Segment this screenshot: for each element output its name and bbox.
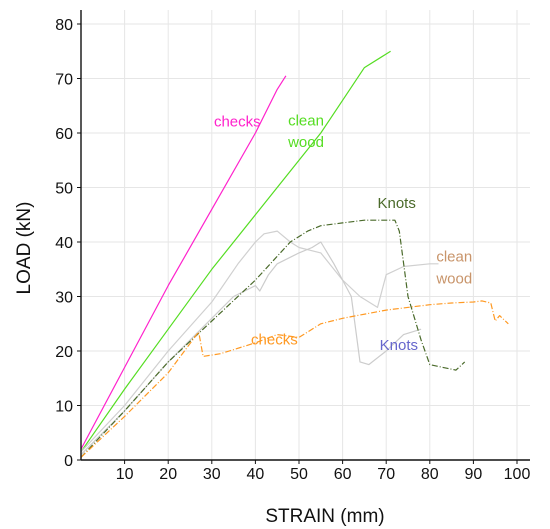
annotation-label: checks — [251, 331, 298, 348]
y-tick-label: 70 — [55, 72, 73, 89]
series-line-3 — [80, 230, 439, 453]
y-tick-label: 50 — [55, 181, 73, 198]
annotation-label: Knots — [380, 337, 418, 354]
annotation-label: Knots — [377, 195, 415, 212]
x-tick-label: 80 — [421, 466, 439, 483]
x-tick-label: 10 — [116, 466, 134, 483]
y-axis-title: LOAD (kN) — [14, 202, 35, 295]
series-line-4 — [80, 241, 422, 456]
y-tick-label: 10 — [55, 399, 73, 416]
y-tick-labels: 0 10 20 30 40 50 60 70 80 — [55, 17, 81, 470]
x-tick-label: 60 — [334, 466, 352, 483]
x-tick-label: 20 — [159, 466, 177, 483]
series-line-6 — [80, 300, 509, 458]
grid-lines — [81, 10, 530, 460]
y-tick-label: 60 — [55, 126, 73, 143]
axes — [80, 10, 530, 461]
series-line-2 — [80, 50, 391, 453]
annotation-label: wood — [287, 134, 324, 151]
x-tick-labels: 10 20 30 40 50 60 70 80 90 100 — [116, 460, 531, 483]
y-tick-label: 40 — [55, 235, 73, 252]
annotation-label: checks — [214, 113, 261, 130]
x-tick-label: 70 — [377, 466, 395, 483]
annotations: checks clean wood Knots clean wood checks Knots — [214, 112, 472, 354]
series-line-1 — [80, 75, 287, 450]
y-tick-label: 0 — [64, 453, 73, 470]
x-tick-label: 40 — [247, 466, 265, 483]
x-tick-label: 30 — [203, 466, 221, 483]
x-axis-title: STRAIN (mm) — [265, 506, 384, 527]
y-tick-label: 80 — [55, 17, 73, 34]
y-tick-label: 30 — [55, 290, 73, 307]
x-tick-label: 90 — [465, 466, 483, 483]
x-tick-label: 100 — [504, 466, 531, 483]
x-tick-label: 50 — [290, 466, 308, 483]
annotation-label: clean — [436, 249, 472, 266]
series-line-5 — [80, 219, 466, 458]
annotation-label: wood — [435, 270, 472, 287]
series-group — [80, 50, 509, 458]
y-tick-label: 20 — [55, 344, 73, 361]
annotation-label: clean — [288, 112, 324, 129]
